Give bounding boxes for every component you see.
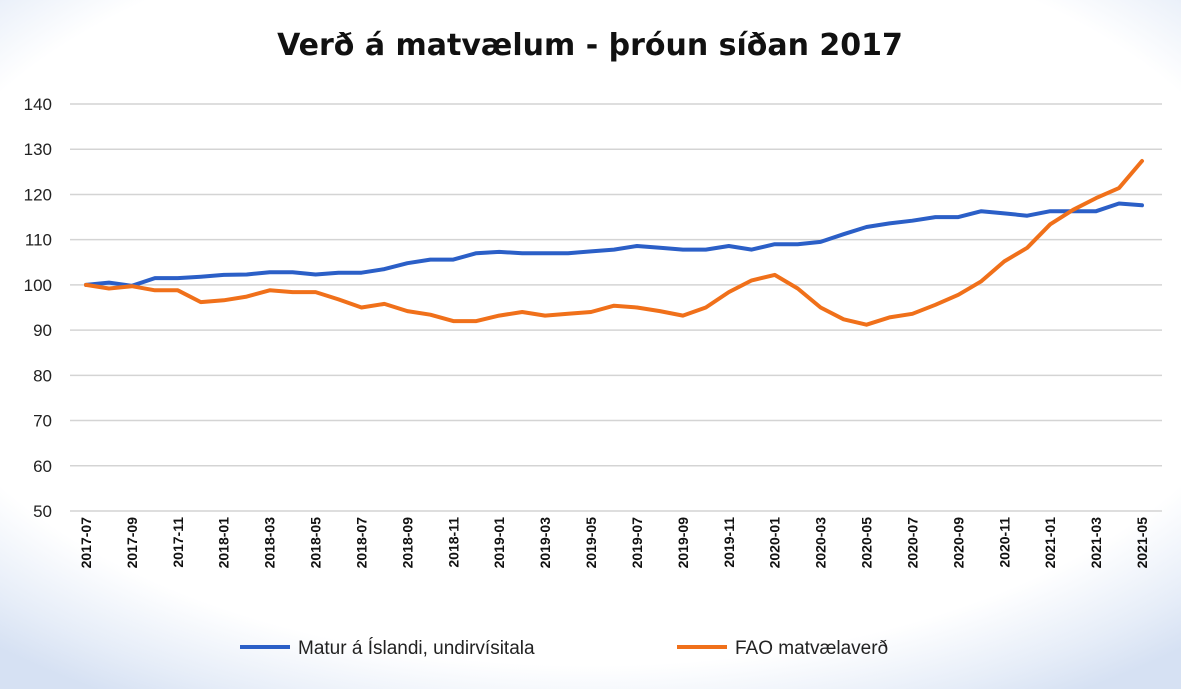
x-tick-label: 2018-07 [353, 517, 369, 569]
series-lines [84, 159, 1144, 327]
x-tick-label: 2018-05 [308, 517, 324, 569]
x-tick-label: 2021-01 [1042, 517, 1058, 569]
y-tick-label: 80 [33, 366, 52, 385]
gridlines [70, 103, 1162, 512]
x-tick-label: 2017-11 [170, 517, 186, 568]
x-tick-label: 2021-05 [1134, 517, 1150, 569]
y-tick-label: 120 [24, 185, 52, 204]
series-line-0 [84, 201, 1144, 288]
x-tick-label: 2019-01 [491, 517, 507, 569]
x-axis-ticks: 2017-07 2017-09 2017-11 2018-01 2018-03 2018-… [78, 517, 1150, 569]
x-tick-label: 2018-03 [262, 517, 278, 569]
x-tick-label: 2017-07 [78, 517, 94, 569]
x-tick-label: 2017-09 [124, 517, 140, 569]
x-tick-label: 2019-05 [583, 517, 599, 569]
x-tick-label: 2019-03 [537, 517, 553, 569]
x-tick-label: 2020-05 [859, 517, 875, 569]
x-tick-label: 2018-09 [399, 517, 415, 569]
legend-label-fao: FAO matvælaverð [735, 638, 888, 659]
series-line-1 [84, 159, 1144, 327]
y-tick-label: 90 [33, 321, 52, 340]
x-tick-label: 2020-01 [767, 517, 783, 569]
y-tick-label: 140 [24, 95, 52, 114]
x-tick-label: 2020-07 [904, 517, 920, 569]
y-tick-label: 60 [33, 457, 52, 476]
y-tick-label: 100 [24, 276, 52, 295]
x-tick-label: 2020-03 [813, 517, 829, 569]
legend: Matur á Íslandi, undirvísitala FAO matvæ… [240, 638, 888, 659]
y-tick-label: 70 [33, 412, 52, 431]
y-tick-label: 110 [25, 231, 52, 250]
x-tick-label: 2020-09 [950, 517, 966, 569]
y-tick-label: 50 [33, 502, 52, 521]
legend-label-iceland: Matur á Íslandi, undirvísitala [298, 638, 535, 659]
y-axis-ticks: 50 60 70 80 90 100 110 120 130 140 [24, 95, 52, 521]
x-tick-label: 2020-11 [996, 517, 1012, 568]
y-tick-label: 130 [24, 140, 52, 159]
x-tick-label: 2018-01 [216, 517, 232, 569]
x-tick-label: 2018-11 [445, 517, 461, 568]
x-tick-label: 2019-07 [629, 517, 645, 569]
x-tick-label: 2021-03 [1088, 517, 1104, 569]
x-tick-label: 2019-09 [675, 517, 691, 569]
x-tick-label: 2019-11 [721, 517, 737, 568]
chart-title: Verð á matvælum - þróun síðan 2017 [277, 28, 903, 63]
